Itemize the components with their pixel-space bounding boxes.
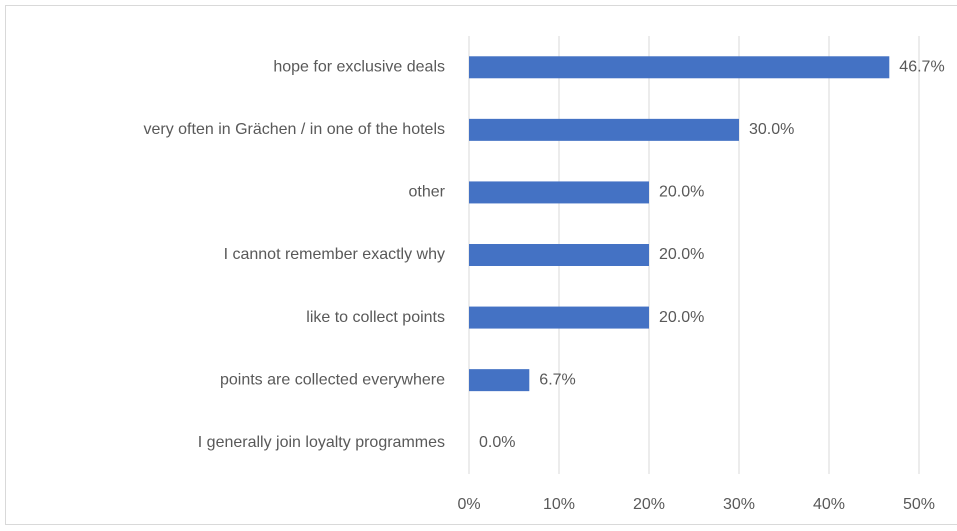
x-tick-label: 10% (543, 496, 575, 513)
y-tick-label: I generally join loyalty programmes (198, 434, 445, 451)
bar (469, 56, 890, 79)
data-label: 20.0% (659, 309, 704, 326)
bar (469, 244, 649, 266)
bar (469, 306, 649, 329)
bar (469, 369, 530, 392)
data-label: 20.0% (659, 184, 704, 201)
data-label: 6.7% (539, 371, 575, 388)
data-label: 46.7% (899, 59, 944, 76)
y-tick-label: other (409, 184, 446, 201)
data-label: 20.0% (659, 246, 704, 263)
x-tick-label: 30% (723, 496, 755, 513)
x-tick-label: 20% (633, 496, 665, 513)
data-label: 0.0% (479, 434, 515, 451)
x-tick-label: 0% (457, 496, 480, 513)
y-tick-label: like to collect points (306, 309, 445, 326)
bar (469, 181, 649, 204)
y-tick-label: points are collected everywhere (220, 371, 445, 388)
x-tick-label: 50% (903, 496, 935, 513)
data-label: 30.0% (749, 121, 794, 138)
bar (469, 118, 739, 141)
y-tick-label: I cannot remember exactly why (224, 246, 445, 263)
y-tick-label: very often in Grächen / in one of the ho… (143, 121, 445, 138)
y-tick-label: hope for exclusive deals (273, 59, 445, 76)
x-tick-label: 40% (813, 496, 845, 513)
